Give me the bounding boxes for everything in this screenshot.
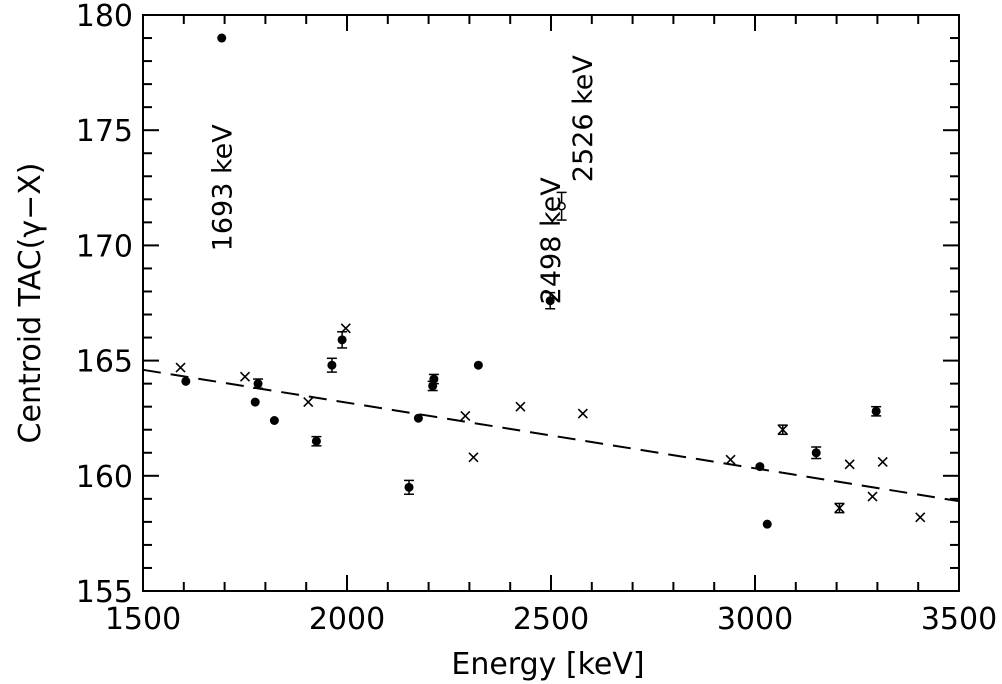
x-axis-title: Energy [keV] [451,647,644,682]
data-point-cross [777,424,788,435]
data-point-filled [327,360,337,370]
data-point-filled [413,413,423,423]
y-axis-title: Centroid TAC(γ−X) [13,163,48,444]
fit-line [142,368,960,503]
data-point-cross [915,512,926,523]
data-point-filled [404,482,414,492]
data-point-cross [460,410,471,421]
y-tick-label: 175 [76,114,133,149]
data-point-cross [239,371,251,382]
data-point-cross [725,454,736,465]
data-point-filled [269,416,279,426]
plot-frame [142,14,960,592]
x-tick-label: 2500 [513,602,589,637]
energy-annotation: 2498 keV [536,177,567,305]
data-point-filled [250,397,260,407]
energy-annotation: 2526 keV [568,55,599,183]
data-point-filled [871,406,881,416]
y-tick-labels: 155 160 165 170 175 180 [76,0,133,610]
data-point-cross [340,323,351,334]
data-point-cross [468,452,479,463]
data-point-filled [811,448,821,458]
data-point-filled [181,376,191,386]
y-tick-label: 155 [76,575,133,610]
axis-ticks [142,14,960,592]
data-point-cross [577,408,588,419]
data-points [175,33,926,529]
data-point-cross [877,456,888,468]
x-tick-label: 2000 [309,602,385,637]
data-point-filled [217,33,227,43]
y-tick-label: 180 [76,0,133,34]
data-point-cross [515,401,526,412]
y-tick-label: 170 [76,229,133,264]
x-tick-label: 3000 [717,602,793,637]
y-tick-label: 160 [76,460,133,495]
data-point-filled [473,360,483,370]
data-point-cross [175,362,186,373]
data-point-cross [867,491,878,502]
data-point-cross [844,459,855,470]
data-point-filled [429,374,439,384]
y-tick-label: 165 [76,345,133,380]
data-point-open [557,201,566,211]
data-point-filled [755,462,765,472]
x-tick-labels: 1500 2000 2500 3000 3500 [105,602,997,637]
data-point-filled [545,296,555,306]
data-point-cross [303,397,314,408]
data-point-filled [253,379,263,389]
data-point-cross [834,502,845,514]
x-tick-label: 1500 [105,602,181,637]
x-tick-label: 3500 [921,602,997,637]
data-point-filled [337,335,347,345]
energy-annotation: 1693 keV [208,124,239,252]
data-point-filled [311,436,321,446]
data-point-filled [762,519,772,529]
